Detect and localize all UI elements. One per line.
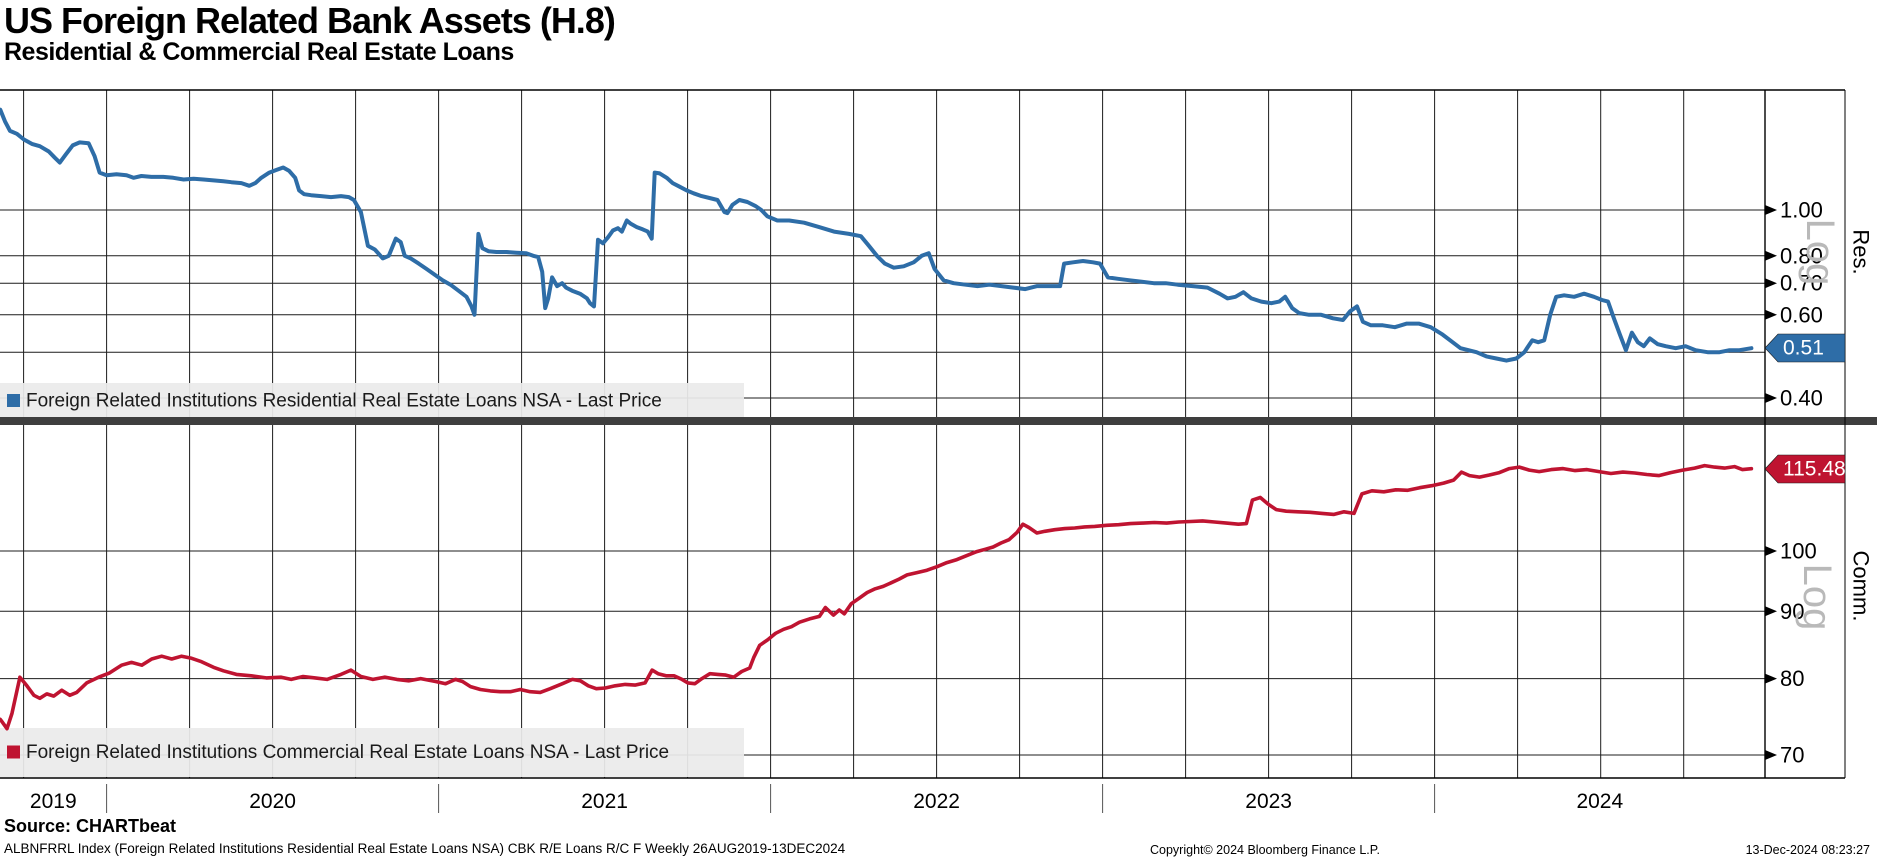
residential-legend-swatch-icon <box>7 394 20 407</box>
axis-tick-label: 0.40 <box>1780 386 1823 411</box>
legend-box <box>0 383 744 419</box>
tick-arrow-icon <box>1765 309 1777 320</box>
commercial-axis-title: Comm. <box>1849 551 1874 622</box>
security-description: ALBNFRRL Index (Foreign Related Institut… <box>4 841 846 856</box>
tick-arrow-icon <box>1765 278 1777 289</box>
tick-arrow-icon <box>1765 546 1777 556</box>
axis-tick-label: 80 <box>1780 666 1804 691</box>
residential-last-price-badge <box>1764 333 1846 363</box>
axis-tick-label: 90 <box>1780 599 1804 624</box>
commercial-legend-label: Foreign Related Institutions Commercial … <box>26 742 669 763</box>
x-axis-year-label: 2024 <box>1576 790 1623 813</box>
legend-box <box>0 728 744 777</box>
tick-arrow-icon <box>1765 606 1777 617</box>
commercial-last-price-badge <box>1764 454 1846 484</box>
chart-subtitle: Residential & Commercial Real Estate Loa… <box>4 38 514 66</box>
commercial-series-line <box>0 463 1754 731</box>
timestamp: 13-Dec-2024 08:23:27 <box>1745 843 1870 857</box>
x-axis-year-label: 2023 <box>1245 790 1292 813</box>
axis-tick-label: 0.60 <box>1780 302 1823 327</box>
commercial-last-price-value: 115.48 <box>1783 458 1846 481</box>
residential-last-price-value: 0.51 <box>1783 337 1824 360</box>
tick-arrow-icon <box>1765 250 1777 261</box>
tick-arrow-icon <box>1765 205 1777 215</box>
chart-title: US Foreign Related Bank Assets (H.8) <box>4 0 616 41</box>
x-axis-year-label: 2019 <box>30 790 77 813</box>
axis-tick-label: 100 <box>1780 539 1817 564</box>
axis-tick-label: 0.80 <box>1780 243 1823 268</box>
commercial-legend-swatch-icon <box>7 745 20 759</box>
residential-series-line <box>0 107 1754 363</box>
axis-tick-label: 70 <box>1780 743 1804 768</box>
tick-arrow-icon <box>1765 393 1777 403</box>
tick-arrow-icon <box>1765 673 1777 684</box>
x-axis-year-label: 2022 <box>913 790 960 813</box>
tick-arrow-icon <box>1765 750 1777 760</box>
log-scale-watermark: Log <box>1795 564 1839 631</box>
axis-tick-label: 0.70 <box>1780 271 1823 296</box>
residential-legend-label: Foreign Related Institutions Residential… <box>26 391 662 412</box>
axis-tick-label: 1.00 <box>1780 198 1823 223</box>
panel-divider <box>0 417 1877 425</box>
copyright-notice: Copyright© 2024 Bloomberg Finance L.P. <box>1150 843 1380 857</box>
log-scale-watermark: Log <box>1798 219 1842 286</box>
x-axis-year-label: 2020 <box>249 790 296 813</box>
residential-axis-title: Res. <box>1849 229 1874 274</box>
x-axis-year-label: 2021 <box>581 790 628 813</box>
source-label: Source: CHARTbeat <box>4 816 177 836</box>
